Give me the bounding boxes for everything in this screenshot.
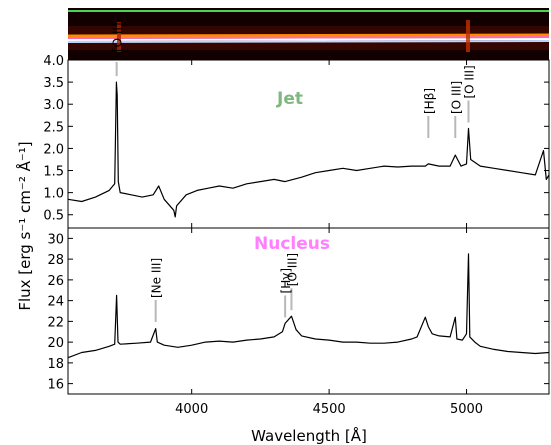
nuc-xtick-label-1: 4500	[313, 402, 346, 417]
nucleus-panel: 16 18 20 22 24 26 28 30 4000 4500 5000 Nucleus [N…	[47, 227, 550, 417]
jet-spectrum-line	[67, 81, 550, 218]
jet-ytick-label-0: 0.5	[43, 209, 64, 224]
jet-ytick-label-7: 4.0	[43, 54, 64, 69]
jet-panel-frame	[67, 59, 550, 229]
x-axis-label: Wavelength [Å]	[251, 426, 367, 445]
nucleus-panel-frame	[67, 227, 550, 395]
spectrum-trace-orange	[67, 33, 550, 38]
nuc-ytick-label-7: 30	[47, 232, 64, 247]
jet-y-axis: 0.5 1.0 1.5 2.0 2.5 3.0 3.5 4.0	[43, 54, 549, 224]
nuc-ytick-label-6: 28	[47, 253, 64, 268]
jet-ytick-label-4: 2.5	[43, 120, 64, 135]
nucleus-x-axis: 4000 4500 5000	[175, 228, 483, 417]
nuc-ytick-label-2: 20	[47, 336, 64, 351]
spectrum-trace-white	[67, 38, 550, 41]
spectrum-trace-pink	[67, 36, 550, 39]
nucleus-line-markers	[154, 288, 293, 322]
nuc-ytick-label-5: 26	[47, 274, 64, 289]
jet-annotation-0: [O II]	[111, 22, 125, 52]
jet-ytick-label-5: 3.0	[43, 98, 64, 113]
nuc-annotation-2: [O III]	[285, 253, 299, 286]
jet-line-markers	[115, 62, 470, 138]
jet-panel: 0.51.01.52.02.53.03.54.0 Jet [O II][Hβ][…	[43, 22, 550, 229]
nucleus-spectrum-line	[67, 253, 550, 359]
jet-ytick-label-2: 1.5	[43, 165, 64, 180]
spectrum-trace-blue	[67, 40, 550, 43]
nuc-ytick-label-4: 24	[47, 295, 64, 310]
nuc-annotation-1: [Hγ]	[279, 268, 293, 294]
nuc-ytick-label-0: 16	[47, 378, 64, 393]
jet-panel-title: Jet	[276, 89, 303, 109]
nuc-ytick-label-3: 22	[47, 315, 64, 330]
jet-annotation-2: [O III]	[449, 81, 463, 114]
jet-annotation-3: [O III]	[462, 65, 476, 98]
nucleus-y-axis: 16 18 20 22 24 26 28 30	[47, 232, 549, 393]
nucleus-annotations: [Ne III] [Hγ][O III]	[150, 253, 300, 298]
nuc-ytick-label-1: 18	[47, 357, 64, 372]
nuc-xtick-label-0: 4000	[175, 402, 208, 417]
nucleus-panel-title: Nucleus	[254, 234, 330, 254]
jet-ytick-label-3: 2.0	[43, 142, 64, 157]
jet-x-ticks	[191, 60, 468, 228]
jet-ytick-label-1: 1.0	[43, 187, 64, 202]
nuc-annotation-0: [Ne III]	[150, 258, 164, 298]
jet-ytick-label-6: 3.5	[43, 76, 64, 91]
spectrum-image	[67, 8, 550, 60]
oii-emission-blob	[117, 22, 121, 52]
y-axis-label: Flux [erg s⁻¹ cm⁻² Å⁻¹]	[15, 141, 34, 310]
nuc-xtick-label-2: 5000	[450, 402, 483, 417]
jet-annotations: [O II] [Hβ] [O III] [O III]	[111, 22, 477, 114]
jet-annotation-1: [Hβ]	[422, 88, 436, 114]
oiii-emission-blob	[466, 20, 470, 52]
